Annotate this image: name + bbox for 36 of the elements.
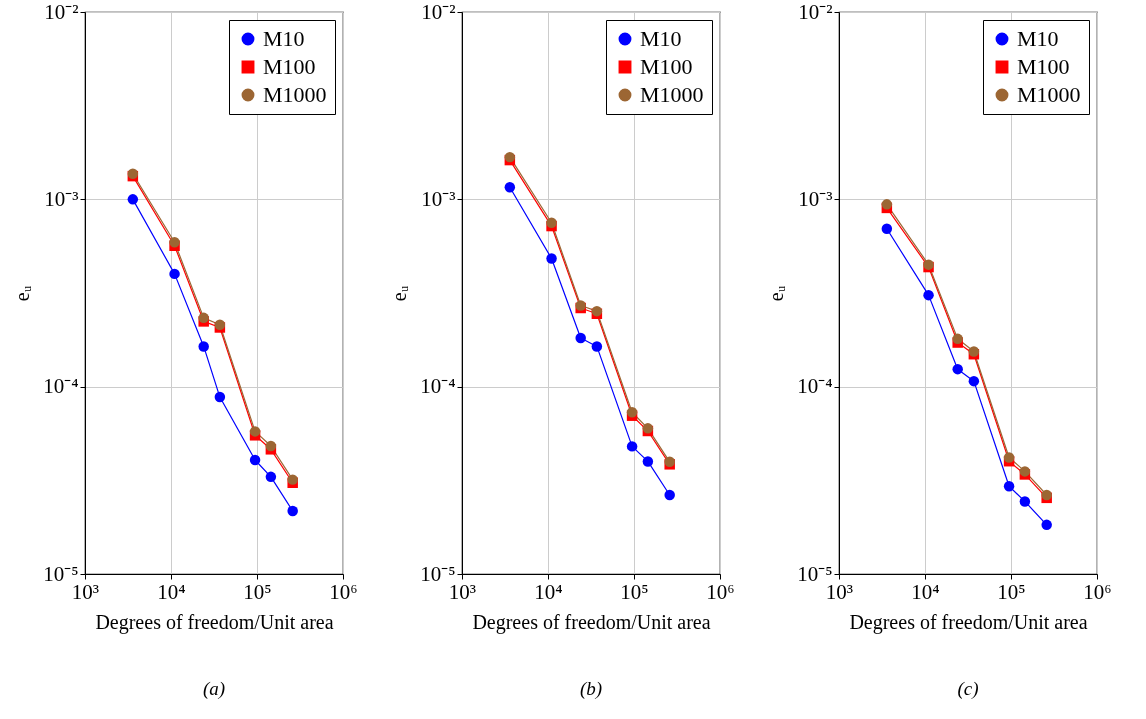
x-axis-title: Degrees of freedom/Unit area [849,610,1088,634]
y-tick-label: 10⁻² [798,0,833,24]
y-tick-label: 10⁻² [421,0,456,24]
x-tick-label: 10⁴ [534,579,563,604]
y-tick-label: 10⁻⁴ [43,374,79,399]
x-tick-label: 10⁶ [1083,579,1112,604]
legend-label: M100 [640,54,693,79]
y-tick-label: 10⁻⁴ [420,374,456,399]
y-tick-label: 10⁻⁴ [797,374,833,399]
text: (b) [579,678,603,700]
legend-label: M1000 [1017,82,1081,107]
legend-label: M100 [1017,54,1070,79]
y-tick-label: 10⁻³ [421,186,456,211]
y-tick-label: 10⁻² [44,0,79,24]
y-axis-title: eᵤ [765,285,788,302]
x-tick-label: 10⁶ [329,579,358,604]
y-axis-title: eᵤ [388,285,411,302]
y-axis-title: eᵤ [11,285,34,302]
x-tick-label: 10⁴ [911,579,940,604]
legend-label: M10 [1017,26,1059,51]
y-tick-label: 10⁻³ [798,186,833,211]
x-tick-label: 10⁶ [706,579,735,604]
x-tick-label: 10⁵ [243,579,272,604]
x-tick-label: 10⁴ [157,579,186,604]
x-axis-title: Degrees of freedom/Unit area [95,610,334,634]
text: (c) [957,678,979,700]
x-tick-label: 10⁵ [997,579,1026,604]
legend-label: M1000 [263,82,327,107]
legend-label: M100 [263,54,316,79]
x-axis-title: Degrees of freedom/Unit area [472,610,711,634]
legend-label: M1000 [640,82,704,107]
legend-label: M10 [640,26,682,51]
y-tick-label: 10⁻³ [44,186,79,211]
text: (a) [202,678,226,700]
legend-label: M10 [263,26,305,51]
x-tick-label: 10⁵ [620,579,649,604]
